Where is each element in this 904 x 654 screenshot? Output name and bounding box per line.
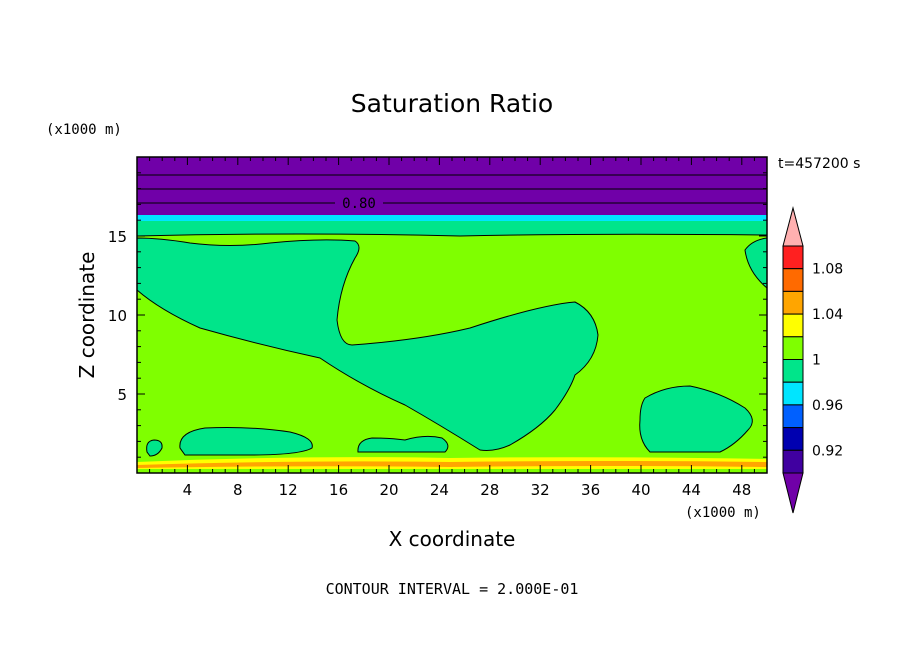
x-tick-label: 36 xyxy=(581,481,600,499)
contour-line xyxy=(136,233,768,237)
surface-orange-band xyxy=(137,461,767,468)
x-tick-label: 40 xyxy=(631,481,650,499)
sub-saturated-pocket xyxy=(146,439,163,457)
x-axis: 4 8 12 16 20 24 28 32 36 40 44 48 xyxy=(149,157,755,499)
colorbar-label: 1.08 xyxy=(812,262,843,278)
x-tick-label: 32 xyxy=(531,481,550,499)
colorbar: 1.08 1.04 1 0.96 0.92 xyxy=(782,206,843,514)
sub-saturated-pocket xyxy=(179,427,313,456)
time-label: t=457200 s xyxy=(778,156,860,172)
y-axis-label: Z coordinate xyxy=(75,252,99,379)
colorbar-label: 1.04 xyxy=(812,307,843,323)
colorbar-swatch xyxy=(782,290,804,315)
colorbar-swatch xyxy=(782,336,804,360)
plot-area: 0.80 xyxy=(136,156,768,474)
x-tick-label: 12 xyxy=(279,481,298,499)
colorbar-label: 0.96 xyxy=(812,398,843,414)
x-tick-label: 48 xyxy=(732,481,751,499)
sub-saturated-pocket xyxy=(639,385,753,453)
chart-title: Saturation Ratio xyxy=(351,89,553,118)
sub-saturated-pocket xyxy=(357,435,449,453)
colorbar-upper-arrow xyxy=(782,206,804,247)
y-tick-label: 10 xyxy=(108,307,127,325)
x-tick-label: 20 xyxy=(379,481,398,499)
transition-band xyxy=(137,215,767,221)
contour-value-label: 0.80 xyxy=(342,196,376,212)
colorbar-label: 1 xyxy=(812,353,821,369)
y-tick-label: 5 xyxy=(117,386,127,404)
upper-dry-layer xyxy=(137,157,767,215)
x-tick-label: 8 xyxy=(233,481,243,499)
colorbar-swatch xyxy=(782,245,804,270)
y-unit-label: (x1000 m) xyxy=(46,122,122,138)
y-axis: 5 10 15 xyxy=(108,172,767,458)
x-tick-label: 16 xyxy=(329,481,348,499)
sub-saturated-pocket xyxy=(744,237,768,290)
x-tick-label: 24 xyxy=(430,481,449,499)
contour-interval-note: CONTOUR INTERVAL = 2.000E-01 xyxy=(326,580,579,598)
x-axis-label: X coordinate xyxy=(389,527,516,551)
colorbar-swatch xyxy=(782,381,804,406)
x-tick-label: 44 xyxy=(682,481,701,499)
colorbar-label: 0.92 xyxy=(812,443,843,459)
colorbar-swatch xyxy=(782,359,804,383)
colorbar-swatch xyxy=(782,449,804,474)
x-tick-label: 28 xyxy=(480,481,499,499)
colorbar-swatch xyxy=(782,313,804,338)
x-unit-label: (x1000 m) xyxy=(685,505,761,521)
colorbar-swatch xyxy=(782,404,804,429)
colorbar-lower-arrow xyxy=(782,472,804,514)
colorbar-swatch xyxy=(782,427,804,451)
colorbar-swatch xyxy=(782,268,804,292)
x-tick-label: 4 xyxy=(183,481,193,499)
y-tick-label: 15 xyxy=(108,228,127,246)
sub-saturated-pocket xyxy=(136,237,599,451)
sub-saturated-strip xyxy=(137,221,767,236)
